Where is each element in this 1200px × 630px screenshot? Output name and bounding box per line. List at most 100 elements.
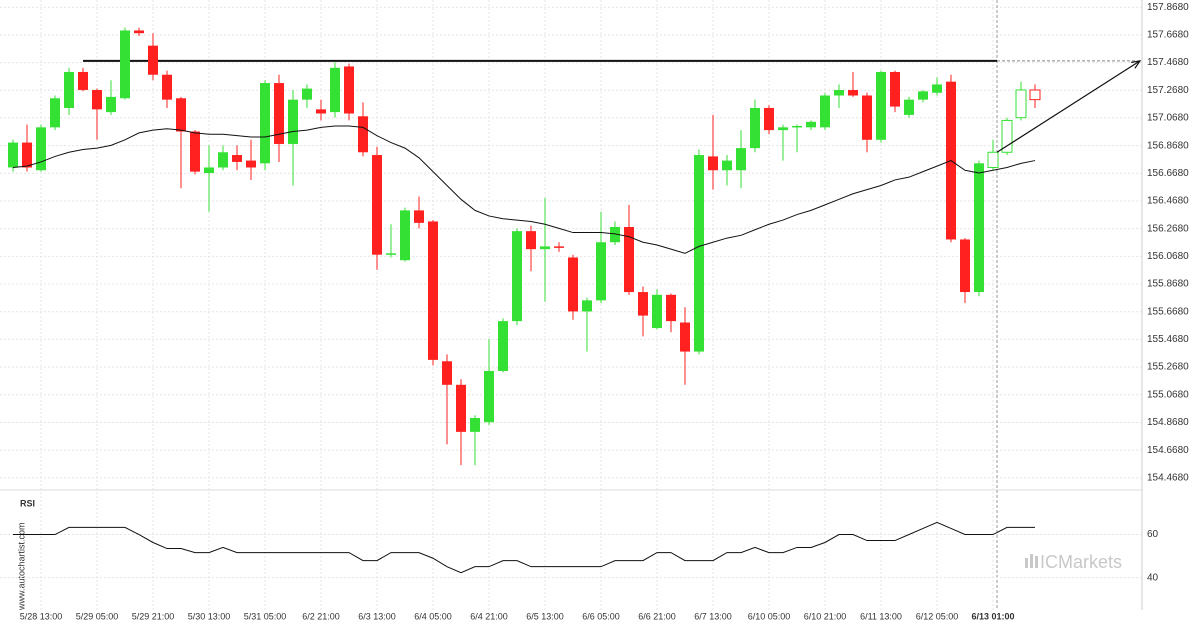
candle-body: [764, 107, 774, 131]
x-tick-label: 6/2 21:00: [302, 611, 340, 621]
candle: [428, 220, 438, 366]
candle-body: [1029, 89, 1041, 101]
x-tick-label: 6/4 05:00: [414, 611, 452, 621]
candle-body: [1001, 119, 1013, 153]
candle: [92, 88, 102, 140]
candle: [246, 139, 256, 180]
candle: [764, 105, 774, 135]
moving-average: [12, 125, 1036, 254]
x-tick-label: 5/29 05:00: [76, 611, 119, 621]
y-tick-label: 156.6680: [1147, 168, 1189, 179]
y-tick-label: 155.2680: [1147, 362, 1189, 373]
candle-body: [92, 89, 102, 110]
candle-body: [652, 294, 662, 329]
candle-body: [918, 91, 928, 100]
candle: [414, 196, 424, 229]
candle-body: [232, 155, 242, 162]
candle-body: [148, 45, 158, 75]
candle-body: [372, 155, 382, 255]
y-tick-label: 156.8680: [1147, 140, 1189, 151]
x-tick-label: 5/28 13:00: [20, 611, 63, 621]
candle-body: [442, 361, 452, 385]
candle: [1029, 84, 1041, 108]
candle: [204, 145, 214, 212]
candle: [470, 415, 480, 466]
candle-body: [456, 384, 466, 432]
candle: [344, 63, 354, 121]
y-tick-label: 156.0680: [1147, 251, 1189, 262]
watermark-site: www.autochartist.com: [16, 522, 26, 611]
x-tick-label: 6/5 13:00: [526, 611, 564, 621]
candle: [987, 139, 999, 171]
candle-body: [1015, 89, 1027, 119]
candle: [722, 155, 732, 186]
candle-body: [806, 121, 816, 128]
y-tick-label: 154.6680: [1147, 445, 1189, 456]
candle-body: [106, 96, 116, 113]
candle-body: [288, 99, 298, 144]
y-tick-label: 156.4680: [1147, 196, 1189, 207]
candle: [820, 92, 830, 131]
arrow-head: [1131, 60, 1142, 69]
candle: [582, 297, 592, 352]
candle-body: [554, 246, 564, 248]
x-tick-label: 6/6 21:00: [638, 611, 676, 621]
y-tick-label: 157.6680: [1147, 30, 1189, 41]
candle: [358, 102, 368, 157]
candle-body: [190, 131, 200, 172]
candle: [302, 84, 312, 108]
candle: [484, 339, 494, 425]
candle-body: [470, 418, 480, 432]
candle-body: [568, 257, 578, 312]
candle-body: [484, 370, 494, 423]
candle: [708, 114, 718, 190]
y-tick-label: 157.4680: [1147, 57, 1189, 68]
candle: [792, 124, 802, 153]
x-tick-label: 6/3 13:00: [358, 611, 396, 621]
brand-logo: ICMarkets: [1025, 552, 1122, 572]
y-tick-label: 157.0680: [1147, 113, 1189, 124]
candle: [50, 95, 60, 131]
candle: [288, 89, 298, 186]
candle-body: [540, 246, 550, 250]
candle: [750, 99, 760, 153]
y-tick-label: 157.2680: [1147, 85, 1189, 96]
candle-body: [22, 142, 32, 168]
candle: [372, 146, 382, 270]
candle-body: [694, 155, 704, 352]
logo-bar: [1030, 554, 1033, 568]
candle: [176, 96, 186, 189]
candle-body: [246, 160, 256, 168]
candle-body: [64, 71, 74, 108]
candle: [218, 145, 228, 171]
logo-bar: [1035, 556, 1038, 568]
candle: [946, 74, 956, 243]
candle: [512, 228, 522, 326]
candle: [330, 62, 340, 118]
forecast-arrow: [996, 60, 1141, 153]
candle: [680, 307, 690, 385]
candle: [120, 27, 130, 100]
y-tick-label: 156.2680: [1147, 223, 1189, 234]
x-tick-label: 6/10 05:00: [748, 611, 791, 621]
candle-body: [890, 71, 900, 107]
y-tick-label: 157.8680: [1147, 2, 1189, 13]
candle-body: [862, 95, 872, 140]
candle-body: [218, 152, 228, 168]
rsi-line: [13, 521, 1035, 574]
candle: [148, 33, 158, 81]
candle-body: [666, 294, 676, 322]
candle: [1015, 81, 1027, 121]
candle-body: [834, 89, 844, 96]
candle-body: [120, 30, 130, 99]
y-tick-label: 154.8680: [1147, 417, 1189, 428]
candle: [834, 84, 844, 108]
candle: [694, 149, 704, 355]
candle-body: [792, 125, 802, 128]
candle-body: [386, 253, 396, 255]
candle: [316, 99, 326, 121]
x-tick-label: 5/31 05:00: [244, 611, 287, 621]
candle-body: [736, 148, 746, 171]
